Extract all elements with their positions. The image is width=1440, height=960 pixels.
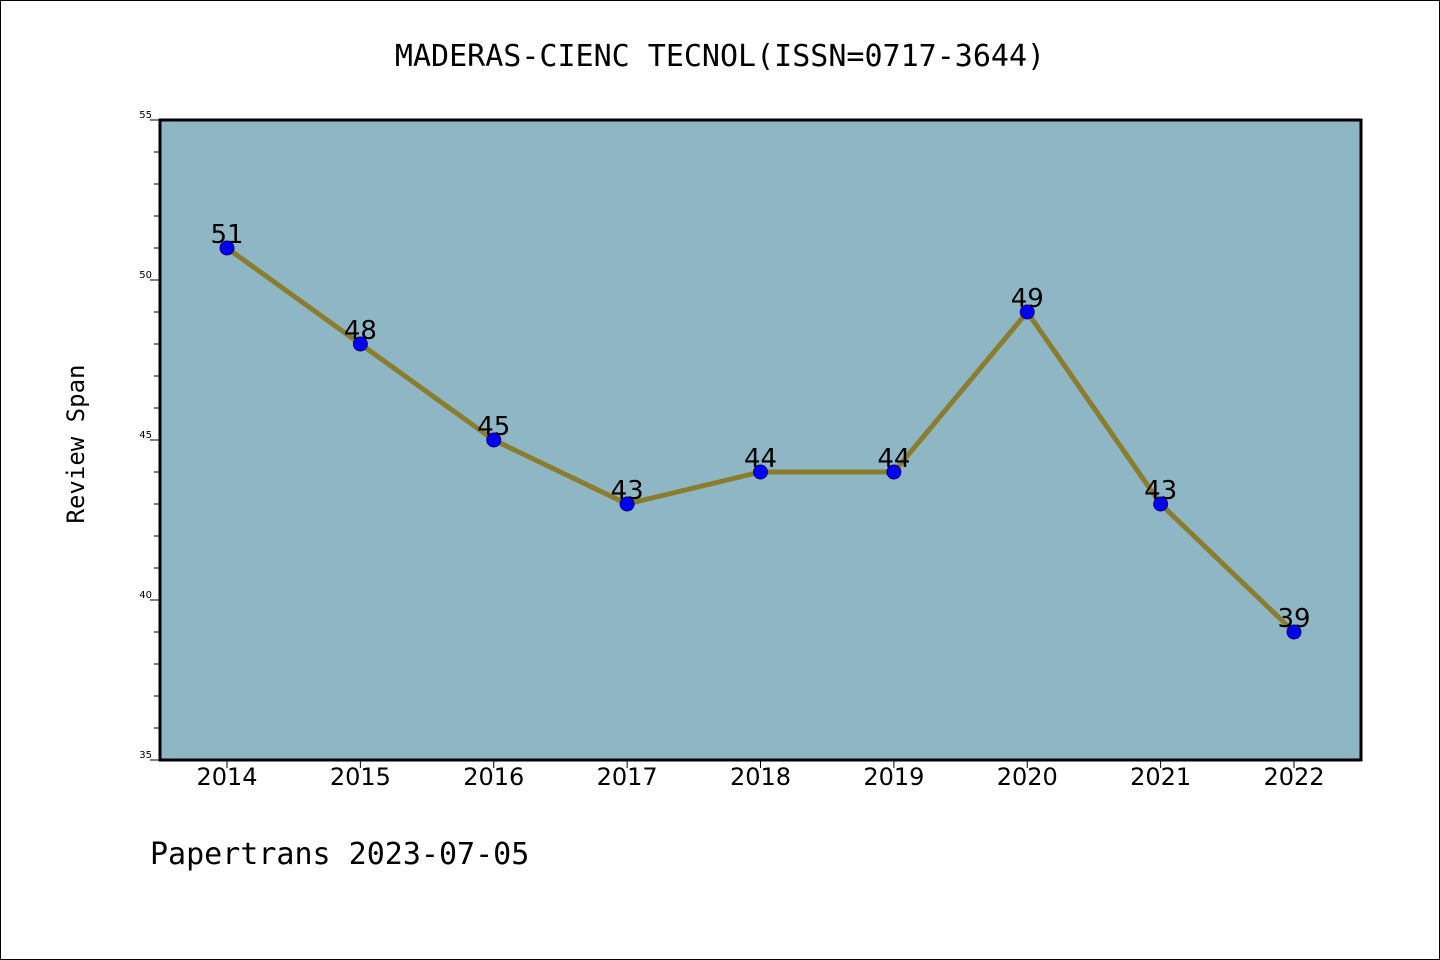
y-tick-label: 35 — [139, 750, 152, 761]
chart-title: MADERAS-CIENC TECNOL(ISSN=0717-3644) — [395, 39, 1045, 74]
data-point-marker — [219, 240, 235, 256]
data-point-marker — [886, 464, 902, 480]
x-tick-label: 2019 — [863, 763, 924, 791]
data-value-label: 43 — [611, 476, 644, 506]
y-tick-label: 40 — [139, 590, 152, 601]
x-tick-label: 2020 — [997, 763, 1058, 791]
data-value-label: 48 — [344, 316, 377, 346]
x-axis-ticks: 2014 2015 2016 2017 2018 2019 2020 2021 2022 — [196, 760, 1325, 791]
x-tick-label: 2022 — [1263, 763, 1324, 791]
y-tick-label: 50 — [139, 270, 152, 281]
series-line-group — [219, 240, 1302, 640]
x-tick-label: 2015 — [330, 763, 391, 791]
data-labels: 51 48 45 43 44 44 49 43 39 — [210, 220, 1310, 634]
data-point-marker — [1019, 304, 1035, 320]
data-point-marker — [753, 464, 768, 480]
x-tick-label: 2014 — [196, 763, 257, 791]
x-tick-label: 2018 — [730, 763, 791, 791]
y-axis-ticks: 35 40 45 50 55 — [139, 110, 160, 761]
data-value-label: 44 — [744, 444, 777, 474]
data-point-marker — [352, 336, 368, 352]
data-value-label: 51 — [210, 220, 243, 250]
y-axis-label: Review Span — [62, 365, 90, 524]
data-value-label: 43 — [1144, 476, 1177, 506]
x-tick-label: 2021 — [1130, 763, 1191, 791]
y-tick-label: 45 — [139, 430, 152, 441]
data-value-label: 49 — [1011, 284, 1044, 314]
x-tick-label: 2017 — [597, 763, 658, 791]
data-point-marker — [1153, 496, 1169, 512]
y-tick-label: 55 — [139, 110, 152, 121]
data-point-marker — [1286, 624, 1302, 640]
x-tick-label: 2016 — [463, 763, 524, 791]
data-value-label: 39 — [1277, 604, 1310, 634]
data-point-marker — [486, 432, 502, 448]
data-value-label: 44 — [877, 444, 910, 474]
data-value-label: 45 — [477, 412, 510, 442]
footer-credit: Papertrans 2023-07-05 — [150, 837, 529, 872]
plot-area — [158, 118, 1363, 762]
data-point-marker — [619, 496, 635, 512]
